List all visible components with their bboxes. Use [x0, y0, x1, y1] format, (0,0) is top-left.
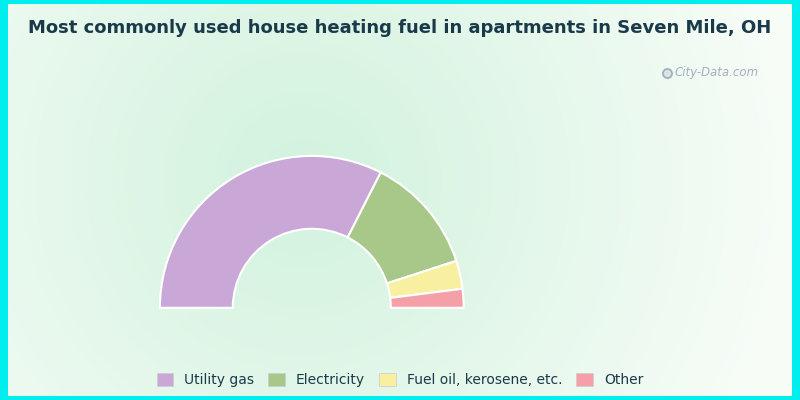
Legend: Utility gas, Electricity, Fuel oil, kerosene, etc., Other: Utility gas, Electricity, Fuel oil, kero… — [151, 368, 649, 393]
Wedge shape — [390, 289, 464, 308]
Text: City-Data.com: City-Data.com — [674, 66, 758, 79]
Wedge shape — [160, 156, 381, 308]
Wedge shape — [387, 261, 462, 298]
Text: Most commonly used house heating fuel in apartments in Seven Mile, OH: Most commonly used house heating fuel in… — [28, 19, 772, 37]
Wedge shape — [348, 172, 456, 283]
